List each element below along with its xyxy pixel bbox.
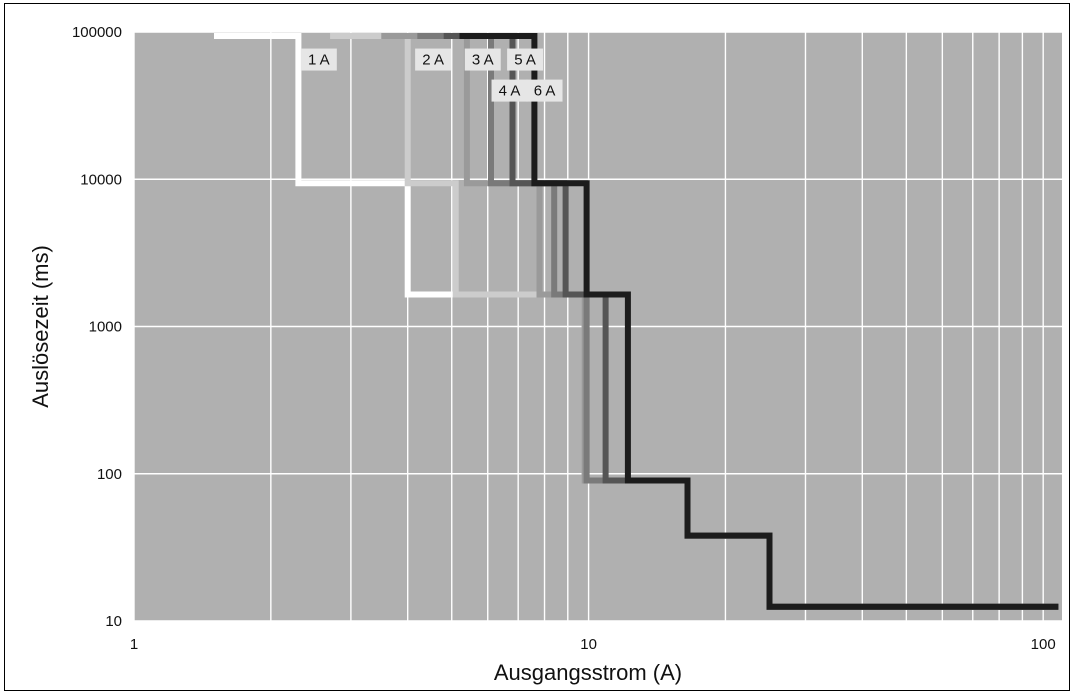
x-tick-label: 1: [130, 636, 138, 653]
series-label-box: [464, 48, 501, 71]
series-label: 2 A: [415, 48, 452, 71]
y-tick-label: 1000: [89, 319, 122, 336]
series-labels: 1 A 2 A 3 A 5 A 4 A 6 A: [300, 48, 563, 102]
x-tick-label: 10: [580, 636, 597, 653]
series-label-text: 1 A: [308, 52, 330, 69]
y-tick-label: 10000: [80, 171, 122, 188]
series-label: 3 A: [464, 48, 501, 71]
series-label: 6 A: [526, 79, 563, 102]
series-label-box: [415, 48, 452, 71]
series-label-text: 6 A: [534, 83, 556, 100]
x-tick-label: 100: [1031, 636, 1056, 653]
series-label-text: 5 A: [514, 52, 536, 69]
chart-frame: [4, 3, 1070, 691]
y-tick-label: 100: [97, 466, 122, 483]
series-label: 5 A: [507, 48, 544, 71]
series-label-box: [526, 79, 563, 102]
series-label-box: [507, 48, 544, 71]
x-axis-title: Ausgangsstrom (A): [494, 660, 682, 685]
axis-ticks: 1 10 100 100000 10000 1000 100 10: [72, 24, 1056, 653]
series-lines: [214, 33, 1059, 610]
series-label: 4 A: [491, 79, 528, 102]
series-label-box: [491, 79, 528, 102]
series-label-text: 3 A: [472, 52, 494, 69]
y-tick-label: 10: [105, 613, 122, 630]
series-label-box: [300, 48, 337, 71]
series-line-6: [459, 33, 1059, 610]
series-label-text: 2 A: [422, 52, 444, 69]
series-label-text: 4 A: [499, 83, 521, 100]
series-label: 1 A: [300, 48, 337, 71]
y-axis-title: Auslösezeit (ms): [28, 245, 53, 408]
y-tick-label: 100000: [72, 24, 122, 41]
